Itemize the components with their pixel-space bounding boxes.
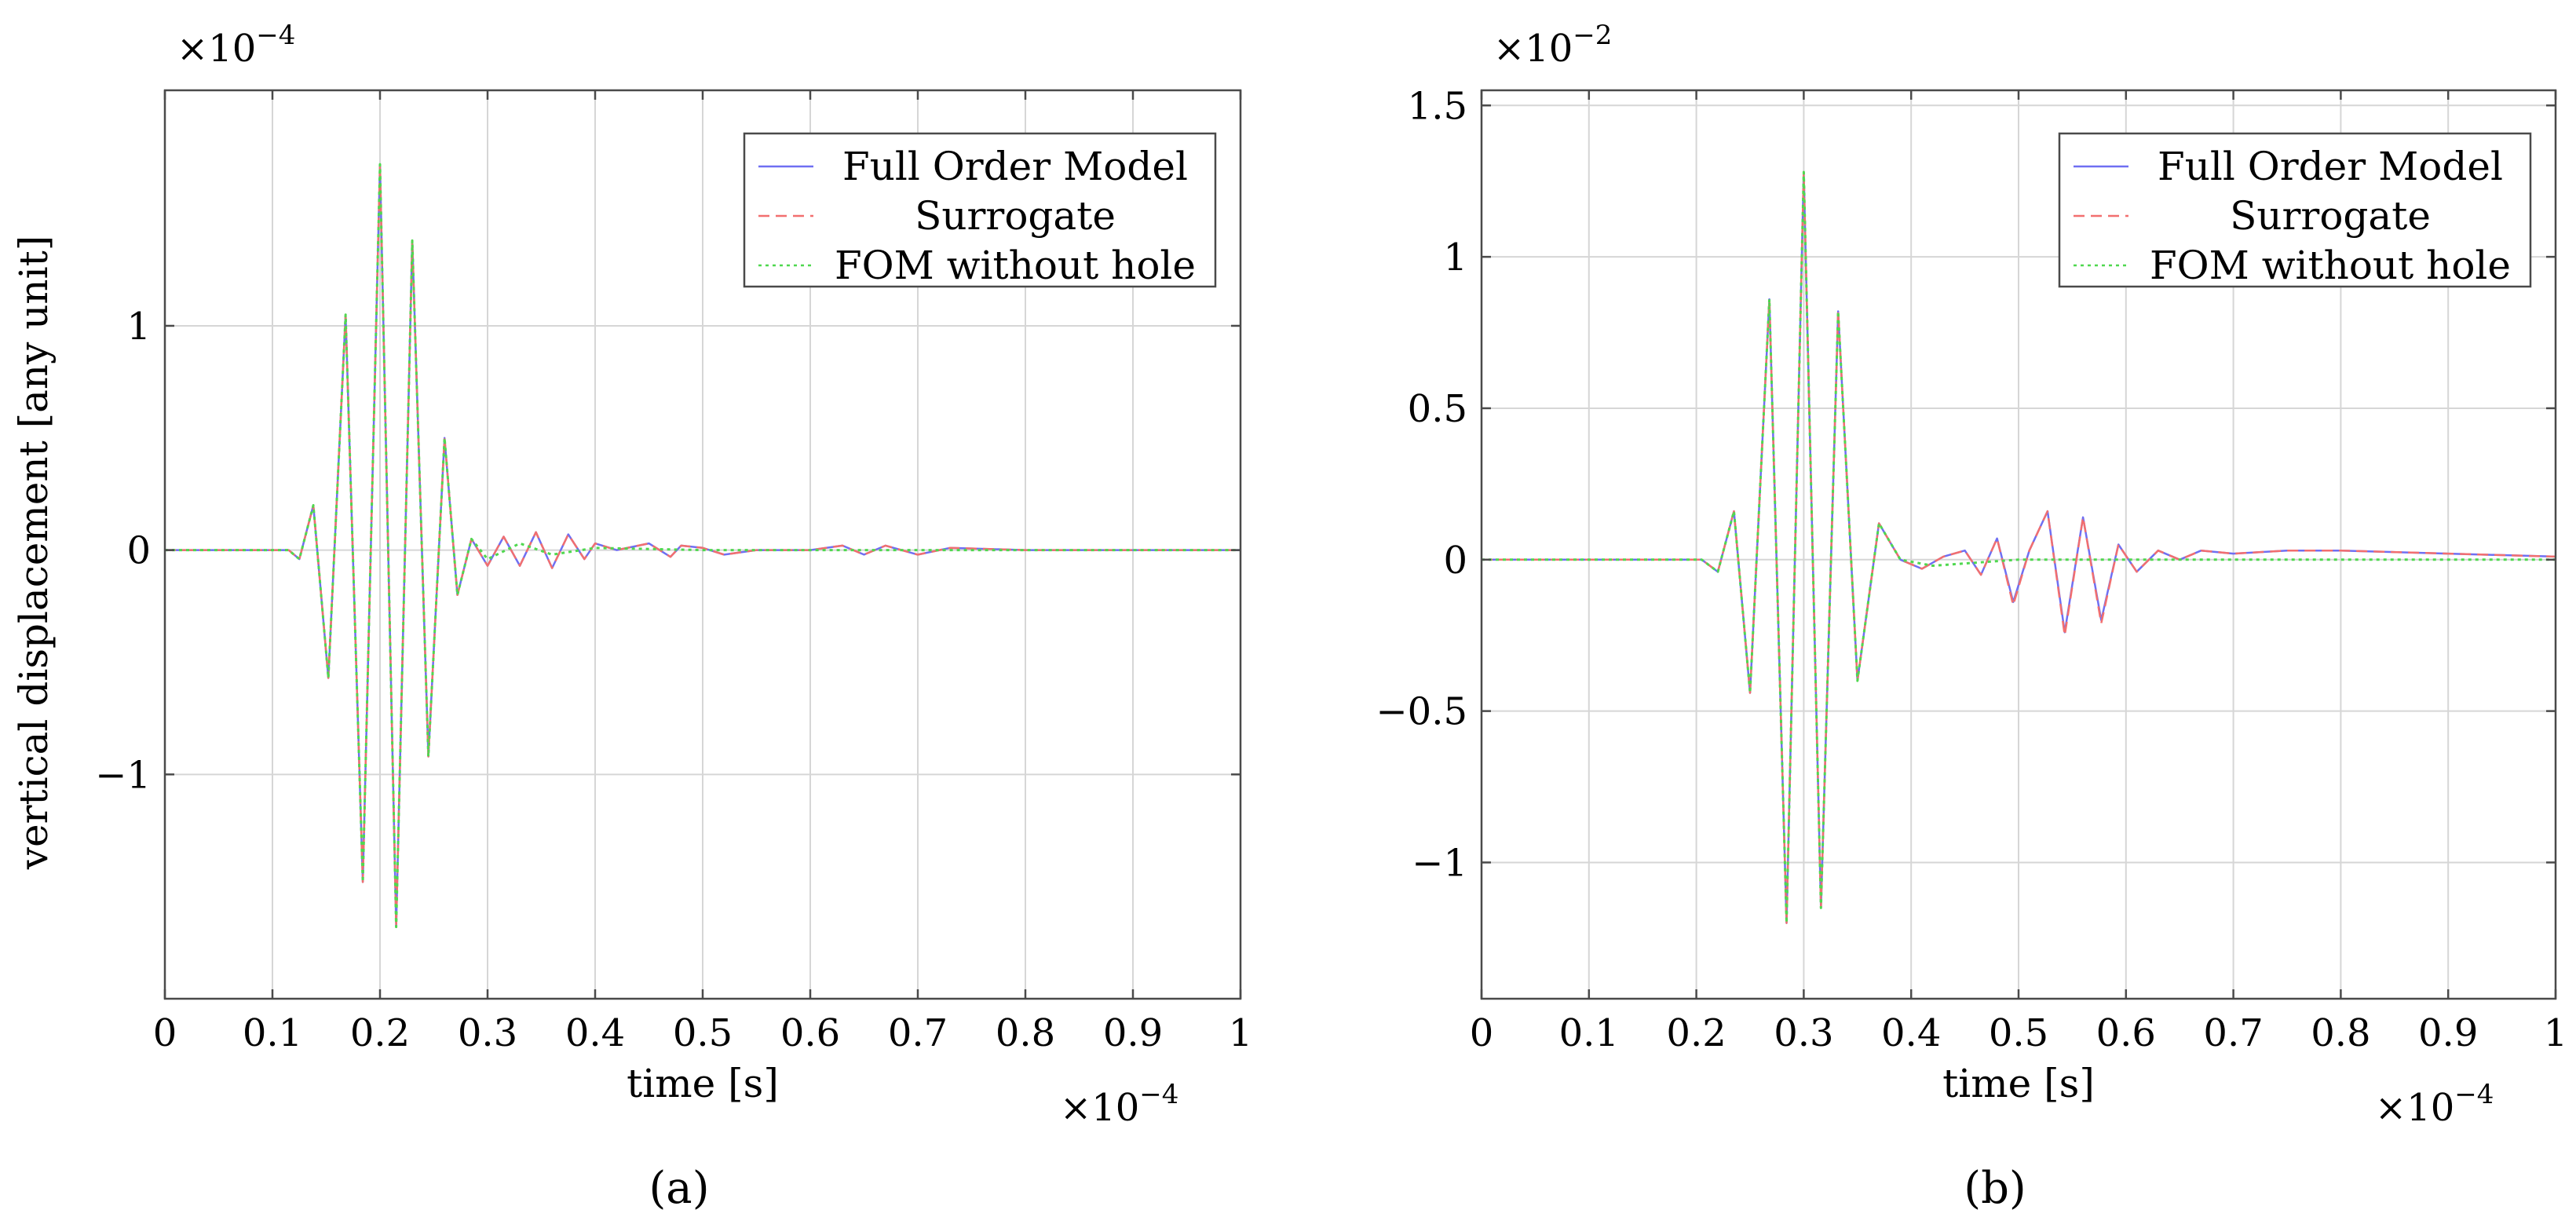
x-tick-label: 0.8	[2311, 1011, 2370, 1055]
x-tick-label: 0.1	[243, 1011, 302, 1055]
y-axis-label: vertical displacement [any unit]	[11, 236, 57, 870]
x-axis-label: time [s]	[1942, 1061, 2095, 1106]
y-tick-label: 0	[1443, 539, 1467, 583]
x-tick-label: 0.9	[1103, 1011, 1163, 1055]
x-tick-label: 0.5	[673, 1011, 733, 1055]
x-tick-label: 0.7	[888, 1011, 948, 1055]
x-tick-label: 1	[1229, 1011, 1253, 1055]
chart-panel-b: 0 0.1 0.2 0.3 0.4 0.5 0.6 0.7 0.8 0.9 1 −1 −0.5 0 0.5 1…	[1376, 20, 2567, 1214]
x-exponent-label: ×10−4	[2375, 1079, 2494, 1130]
x-tick-label: 0.3	[1774, 1011, 1833, 1055]
y-exponent-power: −4	[256, 20, 295, 51]
y-tick-label: 0	[126, 529, 151, 573]
panel-label: (b)	[1964, 1163, 2026, 1214]
legend-box	[743, 132, 1217, 288]
x-exponent-base: ×10	[2375, 1086, 2454, 1130]
x-tick-label: 0	[1470, 1011, 1494, 1055]
legend-entry: Surrogate	[2230, 193, 2431, 239]
y-exponent-power: −2	[1573, 20, 1612, 51]
x-exponent-power: −4	[1139, 1079, 1178, 1110]
series-line-surrogate	[1482, 170, 2556, 924]
legend-entry: Full Order Model	[842, 144, 1188, 189]
series-line-surrogate	[165, 163, 1240, 928]
y-exponent-label: ×10−2	[1493, 20, 1612, 71]
y-tick-label: 1	[1443, 236, 1467, 280]
y-exponent-base: ×10	[1493, 27, 1573, 71]
x-exponent-power: −4	[2454, 1079, 2494, 1110]
x-tick-label: 0.6	[780, 1011, 840, 1055]
x-tick-label: 0.2	[1666, 1011, 1726, 1055]
x-tick-label: 0.3	[458, 1011, 517, 1055]
y-tick-label: 1.5	[1408, 84, 1467, 128]
legend-entry: FOM without hole	[835, 243, 1196, 288]
x-exponent-base: ×10	[1060, 1086, 1139, 1130]
y-tick-label: 1	[126, 305, 151, 349]
y-tick-label: 0.5	[1408, 387, 1467, 431]
x-tick-label: 0.7	[2203, 1011, 2263, 1055]
x-tick-label: 1	[2544, 1011, 2568, 1055]
x-tick-label: 0	[153, 1011, 177, 1055]
y-tick-label: −1	[1412, 841, 1467, 885]
x-tick-label: 0.8	[996, 1011, 1055, 1055]
y-exponent-label: ×10−4	[177, 20, 295, 71]
x-tick-label: 0.4	[1881, 1011, 1941, 1055]
x-tick-label: 0.1	[1559, 1011, 1619, 1055]
x-tick-label: 0.6	[2096, 1011, 2156, 1055]
legend-box	[2058, 132, 2532, 288]
legend-entry: Surrogate	[915, 193, 1116, 239]
y-exponent-base: ×10	[177, 27, 256, 71]
x-tick-label: 0.9	[2418, 1011, 2478, 1055]
legend-entry: Full Order Model	[2158, 144, 2503, 189]
x-exponent-label: ×10−4	[1060, 1079, 1178, 1130]
x-tick-label: 0.5	[1989, 1011, 2048, 1055]
y-tick-label: −1	[95, 753, 151, 797]
chart-panel-a: 0 0.1 0.2 0.3 0.4 0.5 0.6 0.7 0.8 0.9 1−101×10−4×1…	[11, 20, 1252, 1214]
legend-entry: FOM without hole	[2150, 243, 2511, 288]
y-tick-label: −0.5	[1376, 690, 1467, 734]
series-line-fom-without-hole	[1482, 170, 2556, 925]
panel-label: (a)	[649, 1163, 709, 1214]
x-tick-label: 0.2	[350, 1011, 410, 1055]
x-axis-label: time [s]	[627, 1061, 779, 1106]
x-tick-label: 0.4	[565, 1011, 625, 1055]
